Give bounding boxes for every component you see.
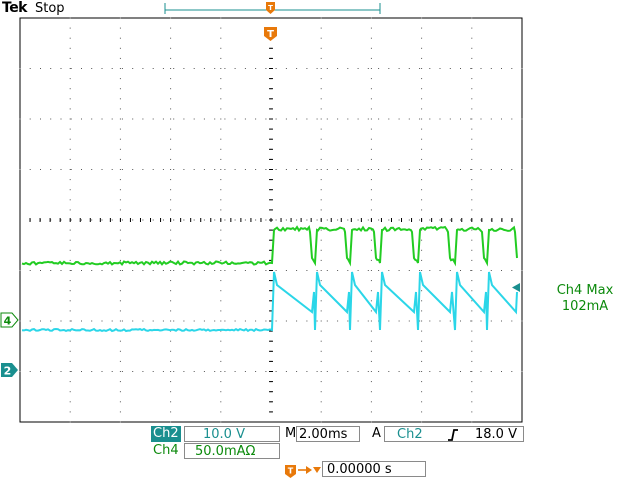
graticule-grid bbox=[19, 17, 523, 423]
ch2-label[interactable]: Ch2 bbox=[151, 426, 181, 442]
ch4-scale[interactable]: 50.0mAΩ bbox=[184, 443, 280, 459]
ch2-scale[interactable]: 10.0 V bbox=[184, 426, 280, 442]
svg-text:4: 4 bbox=[4, 315, 12, 328]
trigger-level-marker[interactable] bbox=[512, 283, 520, 292]
acquisition-state: Stop bbox=[35, 1, 65, 16]
trigger-position-marker[interactable]: T bbox=[264, 27, 277, 41]
svg-text:2: 2 bbox=[4, 365, 12, 378]
ch4-label[interactable]: Ch4 bbox=[153, 443, 179, 458]
record-trigger-icon: T bbox=[266, 2, 275, 14]
measurement-title: Ch4 Max bbox=[556, 283, 614, 298]
trigger-readout[interactable]: Ch2 18.0 V bbox=[384, 426, 524, 442]
ch2-trace bbox=[21, 224, 518, 267]
measurement-value: 102mA bbox=[561, 299, 609, 314]
ch4-ground-marker[interactable]: 4 bbox=[0, 312, 19, 328]
rising-edge-icon bbox=[448, 429, 458, 441]
ch4-trace bbox=[21, 271, 518, 333]
trigger-mode: A bbox=[372, 426, 381, 441]
trigger-position-icon: T bbox=[284, 463, 322, 482]
measurement-readout: Ch4 Max 102mA bbox=[540, 283, 630, 315]
trigger-level: 18.0 V bbox=[475, 427, 517, 442]
trigger-position-value[interactable]: 0.00000 s bbox=[322, 461, 426, 477]
timebase-mode: M bbox=[285, 426, 297, 441]
svg-text:T: T bbox=[267, 29, 274, 40]
timebase-scale[interactable]: 2.00ms bbox=[296, 426, 360, 442]
trigger-source: Ch2 bbox=[397, 427, 423, 442]
svg-text:T: T bbox=[288, 467, 294, 476]
brand-logo: Tek bbox=[2, 0, 28, 16]
svg-text:T: T bbox=[268, 4, 273, 12]
ch2-ground-marker[interactable]: 2 bbox=[1, 363, 18, 378]
